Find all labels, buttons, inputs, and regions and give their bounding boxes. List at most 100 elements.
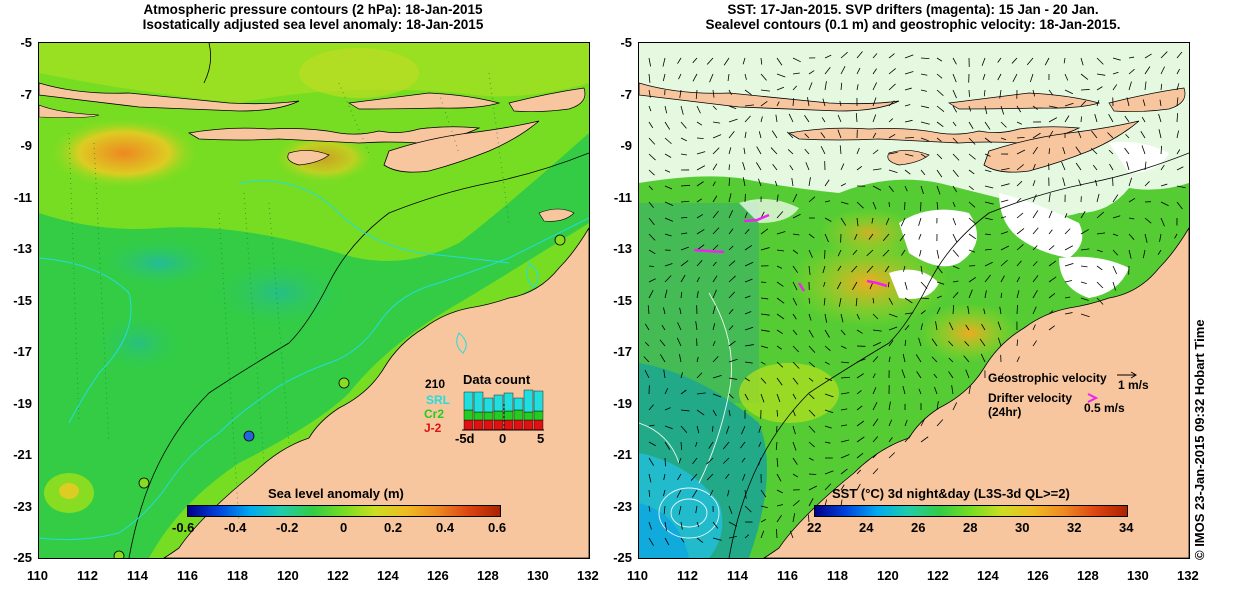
- velocity-arrow: [1016, 180, 1023, 187]
- velocity-arrow: [774, 180, 778, 187]
- velocity-arrow: [792, 473, 799, 478]
- velocity-arrow: [968, 249, 976, 253]
- velocity-arrow: [920, 89, 928, 92]
- velocity-arrow: [840, 499, 843, 507]
- velocity-arrow: [1063, 57, 1066, 64]
- velocity-arrow: [1141, 116, 1146, 123]
- velocity-arrow: [792, 500, 800, 507]
- velocity-arrow: [1016, 228, 1025, 235]
- velocity-arrow: [931, 338, 938, 347]
- velocity-arrow: [899, 233, 906, 242]
- drifter-velocity-label: Drifter velocity: [988, 391, 1073, 405]
- velocity-arrow: [1080, 89, 1090, 91]
- velocity-arrow: [1141, 145, 1146, 155]
- velocity-arrow: [967, 305, 970, 315]
- velocity-arrow: [808, 409, 816, 417]
- velocity-arrow: [648, 201, 654, 208]
- velocity-arrow: [840, 468, 848, 475]
- velocity-arrow: [744, 131, 747, 139]
- velocity-arrow: [839, 145, 842, 155]
- velocity-arrow: [1016, 121, 1022, 125]
- x-tick-label: 132: [1177, 568, 1199, 583]
- velocity-arrow: [936, 185, 941, 195]
- velocity-arrow: [840, 66, 846, 75]
- velocity-arrow: [728, 131, 735, 139]
- velocity-arrow: [760, 297, 769, 300]
- velocity-arrow: [792, 377, 799, 385]
- velocity-arrow: [728, 325, 734, 331]
- velocity-arrow: [808, 196, 816, 203]
- velocity-arrow: [952, 137, 959, 144]
- velocity-arrow: [775, 114, 778, 123]
- velocity-arrow: [936, 89, 944, 96]
- velocity-arrow: [1128, 177, 1133, 187]
- velocity-arrow: [839, 100, 842, 107]
- velocity-arrow: [663, 307, 666, 315]
- velocity-arrow: [808, 457, 814, 461]
- velocity-arrow: [760, 281, 767, 283]
- velocity-arrow: [1000, 183, 1010, 187]
- velocity-arrow: [1160, 66, 1165, 75]
- velocity-arrow: [1160, 83, 1163, 91]
- velocity-arrow: [1160, 217, 1165, 227]
- velocity-arrow: [936, 201, 939, 210]
- velocity-arrow: [728, 521, 738, 527]
- velocity-arrow: [1032, 245, 1038, 251]
- velocity-arrow: [887, 281, 890, 288]
- inset-bar: [483, 397, 494, 413]
- velocity-arrow: [965, 369, 970, 379]
- velocity-arrow: [968, 201, 976, 208]
- velocity-arrow: [900, 217, 906, 227]
- velocity-arrow: [648, 537, 654, 546]
- velocity-arrow: [1128, 217, 1135, 220]
- velocity-arrow: [680, 121, 687, 129]
- velocity-arrow: [744, 104, 754, 107]
- velocity-arrow: [712, 121, 721, 124]
- velocity-arrow: [888, 452, 896, 459]
- velocity-arrow: [792, 233, 800, 236]
- velocity-arrow: [936, 137, 942, 142]
- velocity-arrow: [648, 89, 651, 98]
- velocity-arrow: [1126, 161, 1130, 171]
- velocity-arrow: [663, 489, 666, 497]
- x-tick-label: 128: [477, 568, 499, 583]
- velocity-arrow: [840, 201, 849, 205]
- velocity-arrow: [696, 198, 702, 203]
- velocity-arrow: [856, 390, 862, 395]
- velocity-arrow: [744, 295, 751, 299]
- velocity-arrow: [888, 100, 895, 107]
- velocity-arrow: [1080, 297, 1089, 301]
- velocity-arrow: [824, 345, 831, 351]
- velocity-arrow: [872, 82, 877, 91]
- y-tick-label: -13: [613, 241, 632, 256]
- velocity-arrow: [775, 441, 778, 451]
- velocity-arrow: [722, 457, 730, 464]
- velocity-arrow: [904, 153, 914, 157]
- velocity-arrow: [952, 201, 956, 207]
- velocity-arrow: [1016, 149, 1026, 155]
- inset-title: Data count: [463, 372, 531, 387]
- velocity-arrow: [664, 217, 674, 222]
- velocity-arrow: [664, 169, 671, 173]
- velocity-arrow: [680, 372, 683, 379]
- velocity-arrow: [1128, 68, 1135, 75]
- velocity-arrow: [1176, 83, 1180, 91]
- velocity-arrow: [712, 147, 720, 155]
- velocity-arrow: [824, 329, 830, 338]
- velocity-arrow: [1016, 105, 1022, 113]
- velocity-arrow: [1080, 248, 1090, 251]
- y-tick-label: -9: [620, 138, 632, 153]
- sea-level-map-canvas: [39, 43, 589, 558]
- velocity-arrow: [664, 105, 668, 114]
- velocity-arrow: [1124, 147, 1130, 155]
- velocity-arrow: [696, 260, 703, 267]
- velocity-arrow: [1108, 114, 1114, 123]
- x-tick-label: 112: [677, 568, 698, 583]
- velocity-arrow: [952, 249, 959, 257]
- velocity-arrow: [1000, 275, 1005, 283]
- velocity-arrow: [776, 231, 786, 235]
- velocity-arrow: [744, 278, 753, 283]
- velocity-arrow: [712, 105, 717, 111]
- colorbar-tick-label: -0.4: [224, 520, 247, 535]
- velocity-arrow: [792, 98, 795, 107]
